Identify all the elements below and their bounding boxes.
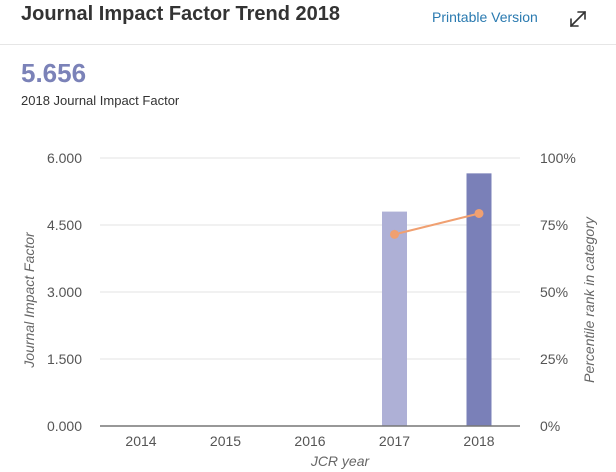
page-title: Journal Impact Factor Trend 2018 (21, 3, 340, 25)
chart-header: Journal Impact Factor Trend 2018 Printab… (0, 0, 616, 45)
y-right-tick-label: 0% (540, 418, 560, 434)
x-tick-label: 2016 (294, 433, 325, 449)
printable-version-link[interactable]: Printable Version (432, 9, 538, 25)
percentile-point (474, 208, 484, 218)
y-right-tick-label: 100% (540, 150, 576, 166)
y-tick-label: 4.500 (47, 217, 82, 233)
impact-factor-label: 2018 Journal Impact Factor (21, 93, 180, 108)
y-tick-label: 0.000 (47, 418, 82, 434)
y-right-tick-label: 75% (540, 217, 568, 233)
x-axis-title: JCR year (310, 453, 371, 469)
impact-factor-value: 5.656 (21, 58, 87, 88)
y-right-tick-label: 50% (540, 284, 568, 300)
y-tick-label: 6.000 (47, 150, 82, 166)
y-axis-title: Journal Impact Factor (21, 231, 37, 369)
y-tick-label: 3.000 (47, 284, 82, 300)
x-tick-label: 2015 (210, 433, 241, 449)
x-tick-label: 2014 (125, 433, 156, 449)
percentile-point (390, 229, 399, 239)
expand-icon[interactable] (566, 7, 590, 31)
x-tick-label: 2018 (463, 433, 494, 449)
y-right-tick-label: 25% (540, 351, 568, 367)
x-tick-label: 2017 (379, 433, 410, 449)
y-right-axis-title: Percentile rank in category (581, 216, 597, 383)
bar-2017 (382, 211, 407, 426)
percentile-line (394, 212, 480, 236)
y-tick-label: 1.500 (47, 351, 82, 367)
